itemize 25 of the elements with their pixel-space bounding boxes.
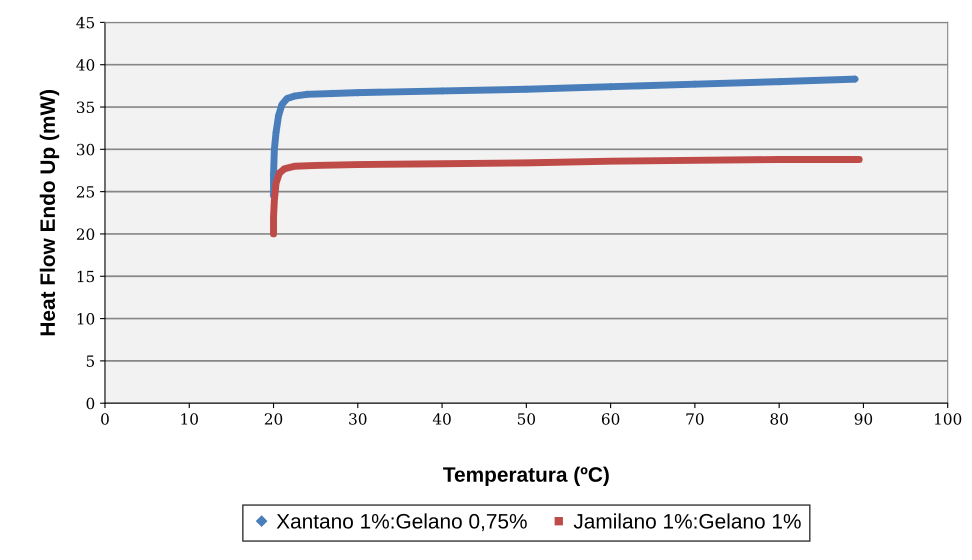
x-tick-label: 100: [934, 413, 962, 425]
x-tick-label: 0: [101, 413, 109, 425]
y-tick-label: 40: [76, 59, 94, 71]
y-tick-label: 30: [76, 144, 94, 156]
x-tick-label: 20: [264, 413, 282, 425]
x-tick-label: 30: [349, 413, 366, 425]
y-tick-label: 5: [86, 356, 94, 367]
x-axis-title: Temperatura (ºC): [443, 466, 609, 486]
y-tick-label: 20: [76, 228, 94, 240]
y-axis-title: Heat Flow Endo Up (mW): [40, 90, 60, 336]
y-tick-label: 15: [78, 270, 94, 282]
x-tick-label: 10: [181, 413, 198, 425]
y-tick-label: 0: [86, 398, 94, 410]
y-tick-label: 45: [76, 16, 94, 28]
x-tick-label: 60: [602, 413, 620, 425]
x-tick-label: 70: [686, 413, 704, 425]
legend-label: Jamilano 1%:Gelano 1%: [574, 513, 801, 529]
x-tick-label: 50: [518, 413, 536, 425]
y-tick-label: 10: [78, 313, 94, 325]
x-tick-label: 90: [854, 413, 872, 425]
y-tick-label: 25: [76, 186, 94, 198]
y-tick-label: 35: [76, 101, 94, 114]
x-tick-label: 80: [770, 413, 788, 425]
legend-label: Xantano 1%:Gelano 0,75%: [276, 513, 527, 532]
x-tick-label: 40: [432, 413, 451, 425]
